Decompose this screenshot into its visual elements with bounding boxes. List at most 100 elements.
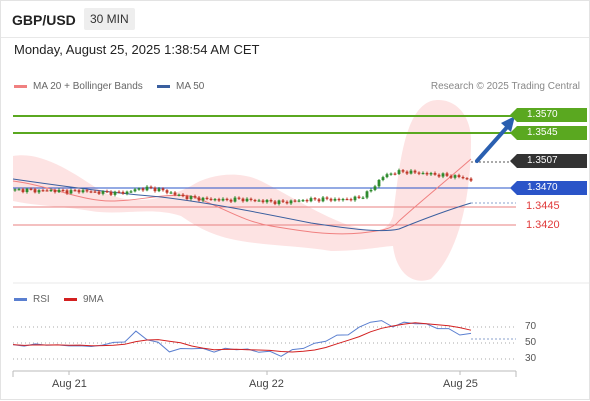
candle-body	[13, 189, 17, 191]
resistance-1-tag: 1.3545	[510, 126, 587, 140]
candle-body	[349, 199, 353, 201]
candle-body	[353, 196, 357, 201]
candle-body	[249, 198, 253, 200]
ma50-swatch-icon	[157, 85, 170, 88]
candle-body	[205, 197, 209, 200]
x-label-aug21: Aug 21	[52, 378, 87, 390]
ma50-line	[12, 178, 472, 232]
candle-body	[389, 173, 393, 175]
candle-body	[385, 174, 389, 178]
candle-body	[449, 175, 453, 178]
rsi-ma-swatch-icon	[64, 298, 77, 301]
candle-body	[293, 200, 297, 202]
candle-body	[297, 200, 301, 202]
candle-body	[365, 191, 369, 198]
candle-body	[417, 172, 421, 174]
candle-body	[193, 196, 197, 198]
candle-body	[221, 198, 225, 201]
candle-body	[237, 197, 241, 199]
candle-body	[177, 194, 181, 196]
candle-body	[285, 201, 289, 204]
candle-body	[241, 198, 245, 202]
candle-body	[269, 199, 273, 202]
candle-body	[317, 199, 321, 202]
candle-body	[289, 200, 293, 204]
candle-body	[369, 189, 373, 192]
candle-body	[41, 190, 45, 192]
candle-body	[405, 171, 409, 174]
candle-body	[53, 189, 57, 193]
candle-body	[29, 188, 33, 190]
candle-body	[189, 196, 193, 199]
candle-body	[273, 201, 277, 204]
candle-body	[257, 200, 261, 202]
forecast-arrow	[475, 123, 511, 163]
candle-body	[225, 198, 229, 201]
candle-body	[61, 189, 65, 192]
candle-body	[169, 192, 173, 194]
candle-body	[57, 189, 61, 193]
candle-body	[409, 170, 413, 174]
datetime-label: Monday, August 25, 2025 1:38:54 AM CET	[14, 42, 260, 57]
candle-body	[425, 172, 429, 175]
candle-body	[453, 175, 457, 178]
candle-body	[161, 188, 165, 191]
candle-body	[373, 186, 377, 190]
candle-body	[301, 200, 305, 202]
candle-body	[141, 188, 145, 191]
candle-body	[377, 180, 381, 187]
x-label-aug25: Aug 25	[443, 378, 478, 390]
candle-body	[153, 187, 157, 192]
ma20-line	[12, 158, 472, 235]
candle-body	[265, 199, 269, 203]
candle-body	[361, 197, 365, 199]
candle-body	[245, 198, 249, 202]
candle-body	[401, 170, 405, 172]
candle-body	[125, 191, 129, 194]
candle-body	[469, 178, 473, 181]
timeframe-badge[interactable]: 30 MIN	[84, 8, 135, 30]
candle-body	[145, 186, 149, 191]
candle-body	[457, 175, 461, 178]
candle-body	[437, 174, 441, 177]
legend-rsi-ma: 9MA	[64, 294, 104, 305]
source-label: Research © 2025 Trading Central	[430, 81, 580, 92]
rsi-swatch-icon	[14, 298, 27, 301]
symbol-label: GBP/USD	[12, 12, 76, 28]
candle-body	[105, 191, 109, 193]
candle-body	[165, 190, 169, 193]
candle-body	[277, 200, 281, 204]
ma20-swatch-icon	[14, 85, 27, 88]
legend-rsi-label: RSI	[33, 294, 50, 305]
chart-header: GBP/USD 30 MIN	[1, 1, 589, 38]
candle-body	[181, 194, 185, 197]
rsi-level-30: 30	[525, 353, 537, 364]
candle-body	[97, 191, 101, 194]
candle-body	[429, 173, 433, 175]
candle-body	[461, 177, 465, 179]
candle-body	[45, 190, 49, 192]
candle-body	[261, 200, 265, 203]
candle-body	[149, 186, 153, 188]
support-2-label: 1.3420	[526, 219, 560, 231]
legend-ma20: MA 20 + Bollinger Bands	[14, 81, 143, 92]
candle-body	[89, 191, 93, 193]
candle-body	[229, 199, 233, 202]
candle-body	[185, 196, 189, 199]
pivot-tag: 1.3470	[510, 181, 587, 195]
candle-body	[441, 173, 445, 177]
candle-body	[217, 199, 221, 201]
candle-body	[73, 190, 77, 192]
candle-body	[85, 190, 89, 192]
candle-body	[129, 191, 133, 193]
candle-body	[77, 190, 81, 193]
candle-body	[173, 192, 177, 195]
candle-body	[309, 198, 313, 202]
candle-body	[253, 199, 257, 202]
legend-ma50-label: MA 50	[176, 81, 205, 92]
candle-body	[133, 189, 137, 192]
candle-body	[81, 190, 85, 193]
candle-body	[233, 197, 237, 202]
